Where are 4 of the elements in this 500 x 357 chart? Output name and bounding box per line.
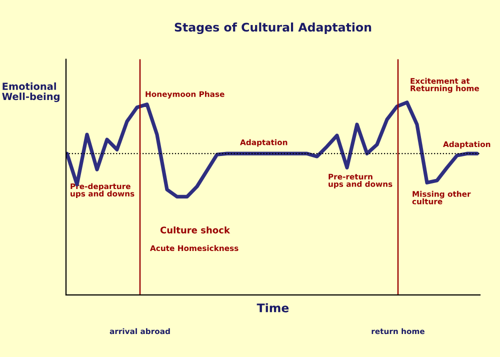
annotation: Culture shock: [160, 226, 230, 234]
chart-title: Stages of Cultural Adaptation: [174, 22, 372, 34]
x-axis-title: Time: [256, 303, 289, 312]
y-axis-title: Emotional Well-being: [2, 82, 60, 102]
